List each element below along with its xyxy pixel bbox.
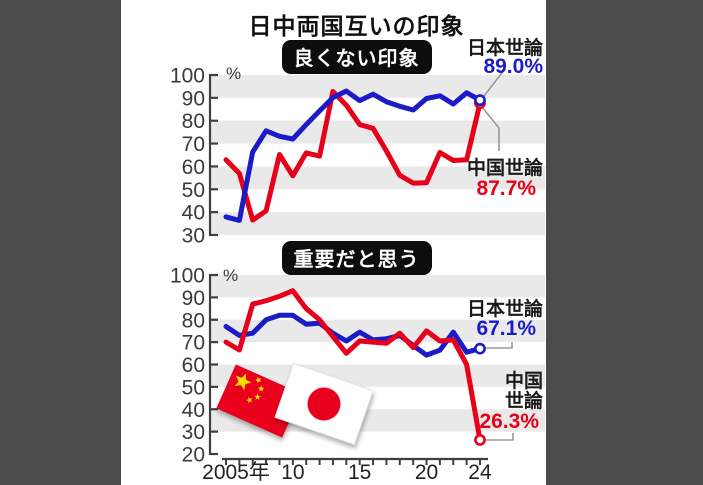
hinomaru-disc: [307, 387, 341, 421]
flag-star: [255, 376, 262, 384]
y-tick-label: 40: [182, 399, 205, 422]
endpoint-marker: [474, 94, 486, 107]
china-opinion-line: [223, 288, 483, 443]
y-tick-label: 30: [182, 225, 205, 248]
grid-band: [211, 319, 545, 343]
flag-star: [254, 393, 261, 400]
y-axis-unit: %: [223, 266, 238, 285]
chart2-china-series-label-line2: 世論: [504, 391, 543, 412]
leader-line: [481, 106, 500, 151]
leader-line: [486, 433, 514, 441]
y-tick-label: 50: [182, 179, 205, 202]
y-tick-label: 30: [182, 421, 205, 444]
y-tick-label: 80: [182, 110, 205, 133]
chart2-japan-value: 67.1%: [476, 317, 536, 340]
y-tick-label: 90: [182, 287, 205, 310]
y-tick-label: 60: [182, 156, 205, 179]
y-axis-unit: %: [226, 64, 241, 83]
page-title: 日中両国互いの印象: [248, 13, 465, 39]
x-tick-label: 10: [281, 461, 304, 484]
flag-star: [257, 385, 265, 392]
chart2-title-badge: 重要だと思う: [281, 241, 432, 275]
chart1-badge-row: 良くない印象: [167, 40, 546, 74]
chart2-china-value: 26.3%: [479, 410, 539, 433]
y-tick-label: 100: [170, 65, 205, 88]
flag-star: [234, 373, 252, 391]
chart1-china-value: 87.7%: [476, 177, 536, 200]
endpoint-marker: [474, 434, 486, 446]
leader-line: [486, 342, 513, 349]
x-tick-label: 24: [468, 461, 492, 484]
chart1-china-series-label: 中国世論: [466, 158, 543, 179]
y-tick-label: 70: [182, 133, 205, 156]
x-tick-label: 2005年: [202, 461, 270, 484]
y-tick-label: 50: [182, 376, 205, 399]
chart1-japan-value: 89.0%: [483, 55, 543, 78]
y-tick-label: 90: [182, 87, 205, 110]
grid-band: [211, 212, 545, 235]
chart1-japan-series-label: 日本世論: [466, 38, 543, 59]
y-tick-label: 20: [182, 444, 205, 467]
x-tick-label: 20: [415, 461, 438, 484]
chart2-china-series-label-line1: 中国: [504, 371, 543, 392]
chart1-title-badge: 良くない印象: [281, 40, 432, 74]
japan-flag-icon: [274, 362, 374, 446]
china-opinion-line: [223, 89, 483, 223]
chart2-badge-row: 重要だと思う: [167, 241, 546, 275]
y-tick-label: 80: [182, 309, 205, 332]
left-letterbox: [0, 0, 121, 485]
japan-opinion-line: [223, 88, 483, 223]
chart-panel: 30 40 50 60 70 80 90 100% 20 30 40 50 60 70 80 90 100% 20…: [121, 0, 546, 485]
y-tick-label: 40: [182, 202, 205, 225]
y-tick-label: 60: [182, 354, 205, 377]
right-letterbox: [546, 0, 703, 485]
flag-star: [246, 396, 253, 404]
endpoint-marker: [474, 342, 486, 355]
leader-line: [483, 68, 506, 97]
japan-opinion-line: [223, 312, 483, 358]
y-tick-label: 100: [170, 265, 205, 288]
x-tick-label: 15: [348, 461, 371, 484]
grid-band: [211, 75, 545, 98]
y-tick-label: 70: [182, 332, 205, 355]
chart2-japan-series-label: 日本世論: [466, 299, 543, 320]
